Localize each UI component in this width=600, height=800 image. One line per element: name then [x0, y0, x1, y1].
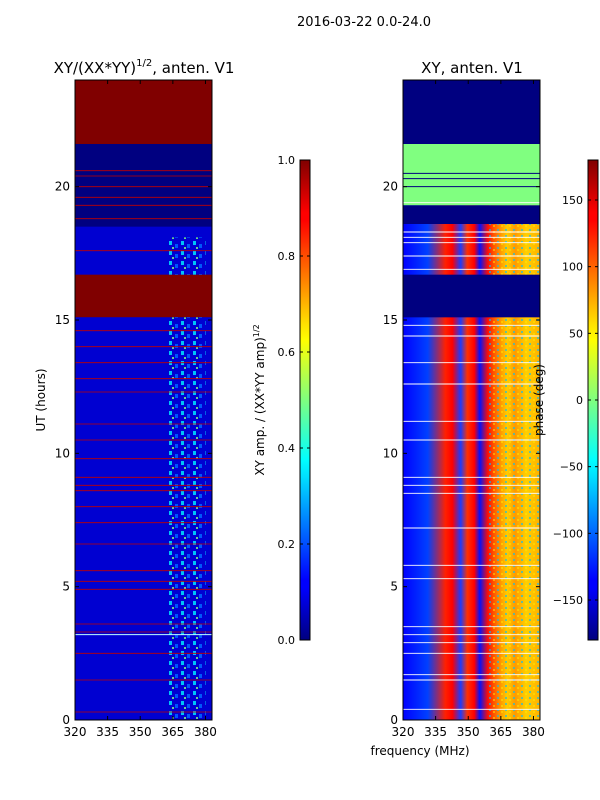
- amplitude-x-tick-label-0: 320: [64, 725, 87, 739]
- phase-cb-tick-label-5: 100: [562, 261, 583, 274]
- phase-x-tick-label-4: 380: [522, 725, 545, 739]
- phase-panel: XY, anten. V1 320 335 350 365 380 0 5 10 15 20 f…: [370, 59, 544, 758]
- phase-band-1: [403, 144, 540, 206]
- amplitude-cb-tick-label-2: 0.4: [278, 442, 296, 455]
- amplitude-cb-tick-label-1: 0.2: [278, 538, 296, 551]
- amplitude-cb-tick-label-3: 0.6: [278, 346, 296, 359]
- amplitude-panel: XY/(XX*YY)1/2, anten. V1 320 335 350 365 380…: [34, 58, 234, 739]
- phase-x-tick-label-3: 365: [489, 725, 512, 739]
- phase-cb-tick-label-3: 0: [576, 394, 583, 407]
- phase-x-tick-label-2: 350: [457, 725, 480, 739]
- phase-cb-tick-label-2: −50: [560, 461, 583, 474]
- amplitude-cb-tick-label-5: 1.0: [278, 154, 296, 167]
- amplitude-band-3: [75, 274, 212, 318]
- amplitude-x-tick-label-4: 380: [194, 725, 217, 739]
- amplitude-texture-1: [166, 237, 206, 275]
- phase-colorbar-label: phase (deg): [532, 364, 546, 436]
- amplitude-band-1: [75, 144, 212, 227]
- phase-band-3: [403, 274, 540, 318]
- amplitude-y-ticks: 0 5 10 15 20: [55, 180, 212, 727]
- amplitude-y-tick-label-0: 0: [62, 713, 70, 727]
- amplitude-y-tick-label-2: 10: [55, 446, 70, 460]
- phase-y-tick-label-4: 20: [383, 180, 398, 194]
- amplitude-colorbar-frame: [299, 159, 311, 641]
- amplitude-title: XY/(XX*YY)1/2, anten. V1: [54, 58, 235, 77]
- amplitude-axes-frame: [74, 79, 213, 721]
- phase-axes-frame: [402, 79, 541, 721]
- phase-cb-tick-label-1: −100: [553, 527, 583, 540]
- amplitude-cb-tick-label-4: 0.8: [278, 250, 296, 263]
- phase-cb-tick-label-6: 150: [562, 194, 583, 207]
- phase-y-tick-label-2: 10: [383, 446, 398, 460]
- phase-x-axis-label: frequency (MHz): [370, 744, 469, 758]
- amplitude-x-ticks: 320 335 350 365 380: [64, 80, 217, 739]
- amplitude-y-tick-label-4: 20: [55, 180, 70, 194]
- phase-cb-tick-label-4: 50: [569, 327, 583, 340]
- amplitude-texture-0: [166, 317, 206, 720]
- phase-x-tick-label-0: 320: [392, 725, 415, 739]
- amplitude-heatmap: [75, 80, 212, 720]
- amplitude-cb-tick-label-0: 0.0: [278, 634, 296, 647]
- phase-colorbar-gradient: [588, 160, 598, 640]
- phase-x-ticks: 320 335 350 365 380: [392, 80, 545, 739]
- amplitude-colorbar-gradient: [300, 160, 310, 640]
- phase-x-tick-label-1: 335: [424, 725, 447, 739]
- phase-y-tick-label-3: 15: [383, 313, 398, 327]
- amplitude-y-axis-label: UT (hours): [34, 368, 48, 431]
- figure-suptitle: 2016-03-22 0.0-24.0: [297, 15, 431, 30]
- amplitude-x-tick-label-1: 335: [96, 725, 119, 739]
- amplitude-y-tick-label-1: 5: [62, 580, 70, 594]
- phase-cb-tick-label-0: −150: [553, 594, 583, 607]
- amplitude-band-0: [75, 80, 212, 144]
- amplitude-colorbar-label: XY amp. / (XX*YY amp)1/2: [252, 324, 267, 475]
- phase-y-tick-label-0: 0: [390, 713, 398, 727]
- phase-colorbar: −150 −100 −50 0 50 100 150 phase (deg): [532, 159, 599, 641]
- amplitude-y-tick-label-3: 15: [55, 313, 70, 327]
- amplitude-colorbar: 0.0 0.2 0.4 0.6 0.8 1.0 XY amp. / (XX*YY amp)…: [252, 154, 311, 647]
- phase-title: XY, anten. V1: [421, 59, 523, 77]
- phase-heatmap: [403, 80, 540, 720]
- phase-y-ticks: 0 5 10 15 20: [383, 180, 540, 727]
- phase-band-0: [403, 80, 540, 144]
- phase-y-tick-label-1: 5: [390, 580, 398, 594]
- amplitude-x-tick-label-2: 350: [129, 725, 152, 739]
- phase-band-2: [403, 205, 540, 224]
- amplitude-x-tick-label-3: 365: [161, 725, 184, 739]
